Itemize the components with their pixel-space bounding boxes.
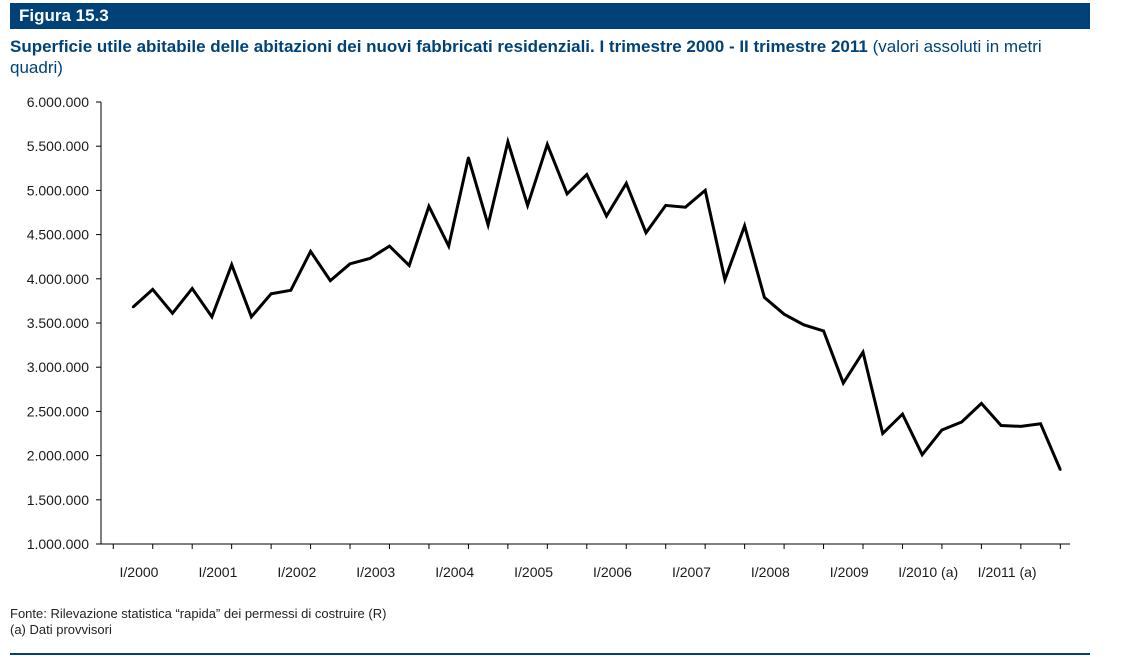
- data-point: [190, 287, 194, 290]
- data-point: [388, 244, 391, 248]
- data-point: [269, 292, 273, 296]
- data-point: [230, 263, 233, 266]
- data-point: [980, 402, 983, 405]
- data-point: [822, 329, 825, 333]
- data-point: [486, 223, 490, 227]
- y-tick-label: 1.000.000: [27, 536, 89, 552]
- data-point: [881, 432, 884, 435]
- data-point: [960, 420, 963, 424]
- data-point: [368, 257, 371, 260]
- x-tick-label: I/2010 (a): [898, 564, 958, 580]
- data-point: [467, 156, 470, 159]
- data-point: [408, 264, 411, 267]
- x-tick-label: I/2011 (a): [978, 564, 1037, 580]
- data-point: [1039, 422, 1042, 425]
- data-point: [1059, 468, 1062, 471]
- data-point: [763, 296, 766, 299]
- provisional-data-note: (a) Dati provvisori: [10, 622, 112, 637]
- data-point: [684, 205, 687, 209]
- y-tick-label: 2.500.000: [27, 403, 89, 419]
- x-tick-label: I/2002: [277, 564, 316, 580]
- line-chart: 1.000.000 1.500.000 2.000.000 2.500.000 3.00…: [27, 94, 1070, 580]
- data-point: [151, 288, 154, 291]
- data-point: [999, 424, 1003, 427]
- y-tick-label: 2.000.000: [27, 448, 89, 464]
- data-point: [664, 204, 667, 207]
- x-tick-label: I/2003: [356, 564, 395, 580]
- figure-header-bar: Figura 15.3: [10, 3, 1090, 29]
- series-line: [131, 136, 1062, 471]
- data-point: [802, 323, 806, 326]
- data-point: [921, 453, 924, 456]
- x-tick-label: I/2009: [830, 564, 869, 580]
- data-point: [447, 244, 450, 248]
- data-point: [309, 250, 312, 253]
- data-point: [703, 189, 707, 192]
- data-point: [131, 305, 135, 309]
- data-point: [250, 315, 253, 319]
- data-point: [940, 428, 944, 432]
- x-tick-label: I/2000: [120, 564, 159, 580]
- data-point: [625, 182, 628, 185]
- y-tick-label: 6.000.000: [27, 94, 89, 110]
- data-point: [605, 214, 608, 218]
- y-tick-label: 5.000.000: [27, 182, 89, 198]
- data-point: [348, 262, 352, 265]
- data-point: [427, 205, 431, 208]
- data-point: [171, 312, 174, 315]
- chart-title-units: (valori assoluti in metri quadri): [10, 37, 1042, 77]
- x-tick-label: I/2004: [435, 564, 474, 580]
- data-point: [565, 192, 569, 196]
- y-tick-label: 1.500.000: [27, 492, 89, 508]
- data-point: [526, 204, 529, 207]
- data-point: [546, 143, 549, 146]
- data-point: [743, 224, 746, 227]
- chart-title-main: Superficie utile abitabile delle abitazi…: [10, 37, 868, 56]
- data-point: [842, 381, 845, 385]
- chart-notes: Fonte: Rilevazione statistica “rapida” d…: [10, 606, 386, 638]
- x-tick-label: I/2008: [751, 564, 790, 580]
- figure-label: Figura 15.3: [19, 6, 109, 25]
- y-tick-label: 4.000.000: [27, 271, 89, 287]
- data-point: [210, 315, 214, 319]
- y-tick-label: 4.500.000: [27, 227, 89, 243]
- data-point: [506, 140, 510, 143]
- y-tick-label: 5.500.000: [27, 138, 89, 154]
- bottom-rule: [10, 653, 1090, 655]
- chart-title: Superficie utile abitabile delle abitazi…: [10, 36, 1095, 78]
- y-tick-label: 3.500.000: [27, 315, 89, 331]
- data-point: [723, 278, 727, 281]
- data-point: [861, 350, 865, 354]
- data-point: [1019, 425, 1023, 428]
- data-point: [782, 312, 786, 316]
- data-point: [329, 279, 332, 282]
- x-tick-label: I/2001: [198, 564, 237, 580]
- x-tick-label: I/2006: [593, 564, 632, 580]
- x-tick-label: I/2005: [514, 564, 553, 580]
- data-point: [901, 412, 904, 416]
- data-point: [289, 289, 293, 292]
- source-note: Fonte: Rilevazione statistica “rapida” d…: [10, 606, 387, 621]
- data-point: [644, 231, 648, 235]
- data-point: [585, 173, 588, 176]
- y-tick-label: 3.000.000: [27, 359, 89, 375]
- x-tick-label: I/2007: [672, 564, 711, 580]
